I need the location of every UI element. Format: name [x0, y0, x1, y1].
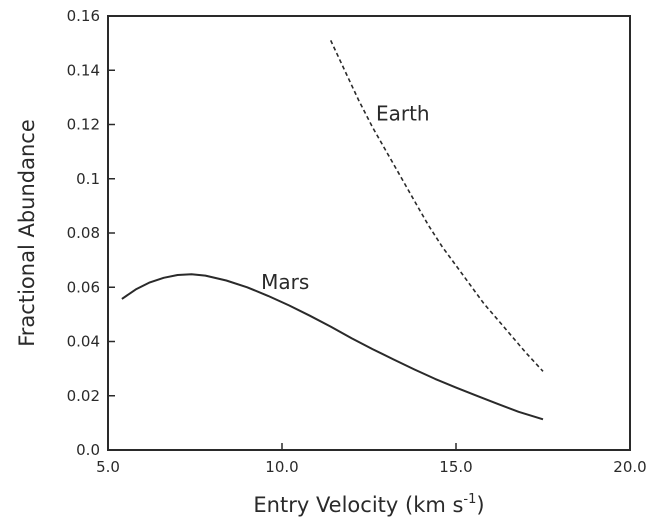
x-axis-title-superscript: -1 [463, 492, 476, 507]
x-axis-title-text: Entry Velocity (km s [253, 493, 463, 517]
y-axis: 0.0 0.02 0.04 0.06 0.08 0.1 0.12 0.14 0.16 [67, 7, 115, 459]
x-tick-label: 20.0 [613, 458, 646, 476]
y-tick-label: 0.04 [67, 333, 100, 351]
x-axis-title-close: ) [476, 493, 484, 517]
plot-frame [107, 15, 631, 451]
mars-series-line [121, 273, 544, 421]
x-tick-label: 15.0 [439, 458, 472, 476]
earth-series-label: Earth [376, 102, 430, 126]
series-layer: Mars Earth [121, 40, 544, 421]
y-tick-label: 0.16 [67, 7, 100, 25]
y-tick-label: 0.1 [76, 170, 100, 188]
x-axis-title: Entry Velocity (km s-1) [253, 492, 484, 517]
y-tick-label: 0.02 [67, 387, 100, 405]
y-tick-label: 0.12 [67, 116, 100, 134]
y-tick-label: 0.08 [67, 224, 100, 242]
x-tick-label: 10.0 [265, 458, 298, 476]
x-tick-label: 5.0 [96, 458, 120, 476]
y-tick-label: 0.06 [67, 278, 100, 296]
y-axis-title: Fractional Abundance [15, 119, 39, 347]
earth-series-line [329, 40, 544, 372]
y-tick-label: 0.0 [76, 441, 100, 459]
x-axis: 5.0 10.0 15.0 20.0 [96, 443, 647, 476]
y-tick-label: 0.14 [67, 61, 100, 79]
mars-series-label: Mars [261, 270, 309, 294]
